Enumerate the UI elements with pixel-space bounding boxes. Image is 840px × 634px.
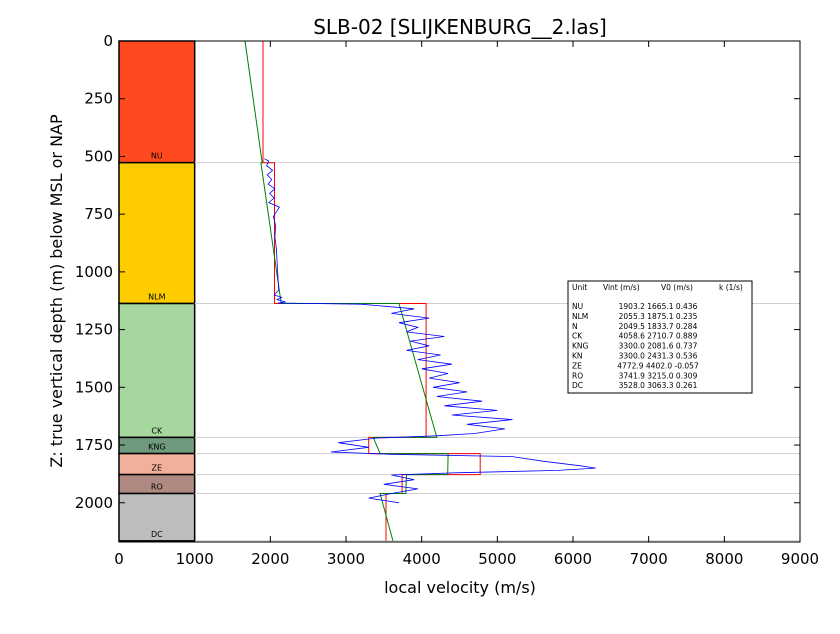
table-row-values: 3741.9 3215.0 0.309 [619, 371, 698, 380]
strip-unit-label: NU [151, 152, 163, 161]
table-row-values: 3300.0 2081.6 0.737 [619, 342, 698, 351]
y-tick-label: 1750 [75, 436, 113, 454]
table-row-unit: RO [572, 371, 583, 380]
table-row-values: 4058.6 2710.7 0.889 [619, 332, 698, 341]
table-header-cell: k (1/s) [719, 283, 743, 292]
y-tick-label: 1000 [75, 263, 113, 281]
y-tick-label: 0 [103, 32, 113, 50]
table-row-values: 2049.5 1833.7 0.284 [619, 322, 698, 331]
table-row-values: 3300.0 2431.3 0.536 [619, 352, 698, 361]
strip-unit-label: ZE [152, 464, 163, 473]
strip-unit-label: NLM [148, 293, 165, 302]
strip-unit-label: DC [151, 530, 163, 539]
table-row-values: 2055.3 1875.1 0.235 [619, 312, 698, 321]
y-tick-label: 750 [84, 205, 113, 223]
table-row-unit: CK [572, 332, 583, 341]
x-tick-label: 9000 [781, 550, 819, 568]
table-header-cell: V0 (m/s) [661, 283, 693, 292]
strip-unit-label: KNG [148, 443, 165, 452]
x-tick-label: 5000 [478, 550, 516, 568]
y-tick-label: 500 [84, 147, 113, 165]
x-tick-label: 3000 [327, 550, 365, 568]
series-layer [244, 40, 596, 541]
strip-unit-nlm [118, 161, 196, 305]
y-axis-label: Z: true vertical depth (m) below MSL or … [47, 114, 66, 468]
axis-ticks: 0 1000 2000 3000 4000 5000 6000 7000 8000 9000 0 25… [75, 32, 819, 568]
table-row-unit: NLM [572, 312, 588, 321]
unit-boundary-lines [194, 162, 800, 542]
x-tick-label: 4000 [403, 550, 441, 568]
table-row-unit: N [572, 322, 578, 331]
table-row-unit: ZE [572, 361, 582, 370]
strip-unit-nu [118, 40, 196, 164]
series-line-3 [264, 158, 596, 504]
y-tick-label: 250 [84, 90, 113, 108]
x-tick-label: 0 [114, 550, 124, 568]
table-header-cell: Vint (m/s) [603, 283, 640, 292]
y-tick-label: 1500 [75, 378, 113, 396]
y-tick-label: 1250 [75, 321, 113, 339]
y-tick-label: 2000 [75, 494, 113, 512]
x-tick-label: 2000 [251, 550, 289, 568]
strip-unit-dc [118, 492, 196, 542]
x-axis-label: local velocity (m/s) [384, 578, 536, 597]
strip-unit-label: RO [151, 483, 163, 492]
table-row-values: 4772.9 4402.0 -0.057 [617, 361, 699, 370]
strip-unit-label: CK [151, 426, 163, 435]
series-line-1 [262, 41, 481, 541]
table-frame [567, 280, 753, 394]
table-row-unit: KNG [572, 342, 589, 351]
x-tick-label: 8000 [705, 550, 743, 568]
table-row-unit: KN [572, 352, 583, 361]
table-row-values: 3528.0 3063.3 0.261 [619, 381, 698, 390]
table-header-cell: Unit [572, 283, 587, 292]
table-row-unit: NU [572, 302, 583, 311]
series-line-2 [244, 40, 449, 541]
x-tick-label: 6000 [554, 550, 592, 568]
table-row-values: 1903.2 1665.1 0.436 [619, 302, 698, 311]
interval-velocity-table: Unit Vint (m/s) V0 (m/s) k (1/s) NU 1903.2 16… [567, 280, 753, 394]
chart-title: SLB-02 [SLIJKENBURG__2.las] [313, 15, 607, 39]
x-tick-label: 1000 [176, 550, 214, 568]
table-row-unit: DC [572, 381, 583, 390]
x-tick-label: 7000 [630, 550, 668, 568]
strip-unit-ck [118, 302, 196, 439]
lithology-strip: NU NLM CK KNG ZE RO DC [118, 40, 196, 542]
plot-frame [118, 40, 801, 543]
